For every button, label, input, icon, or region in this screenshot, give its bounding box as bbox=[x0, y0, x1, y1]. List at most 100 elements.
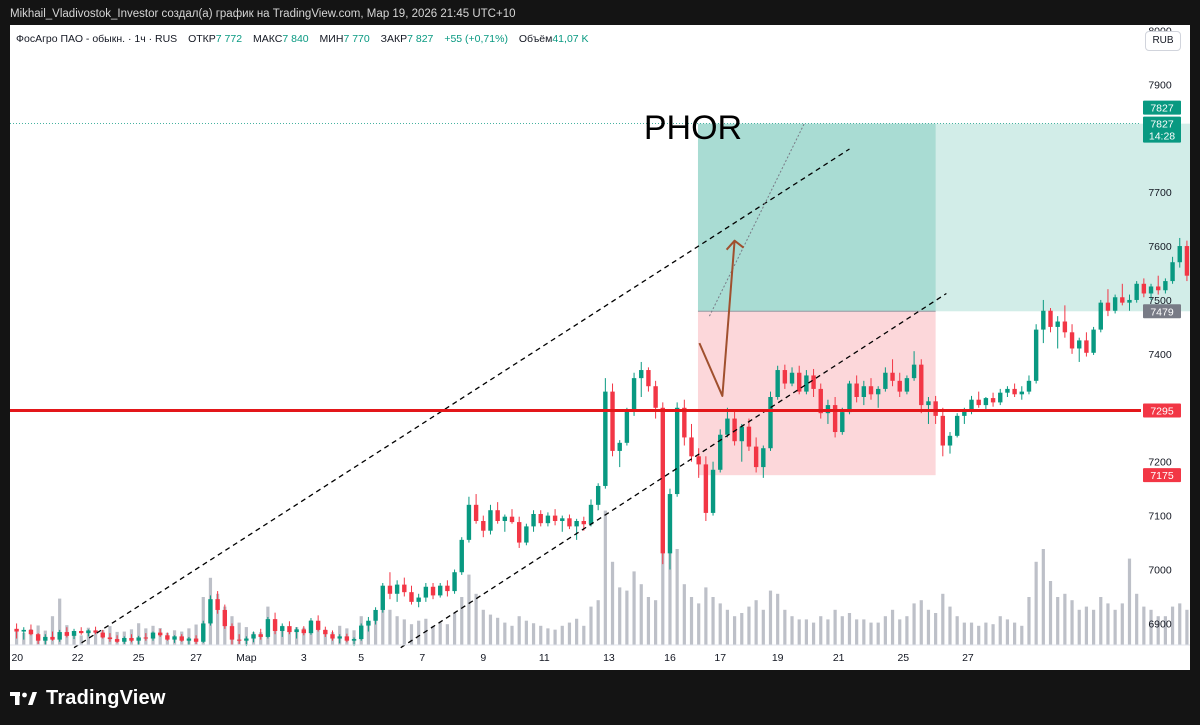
candle-body bbox=[366, 620, 371, 626]
volume-bar bbox=[711, 597, 715, 645]
y-tick-label: 7200 bbox=[1148, 457, 1172, 469]
chart-panel[interactable]: 6900700071007200730074007500760077007800… bbox=[10, 25, 1190, 670]
volume-bar bbox=[639, 584, 643, 645]
candle-body bbox=[667, 494, 673, 554]
candle-body bbox=[1005, 388, 1010, 393]
candle-body bbox=[567, 518, 572, 527]
volume-bar bbox=[811, 622, 816, 645]
volume-bar bbox=[316, 625, 320, 645]
volume-bar bbox=[603, 510, 607, 645]
currency-button[interactable]: RUB bbox=[1145, 31, 1181, 51]
volume-bar bbox=[862, 619, 866, 645]
candle-body bbox=[739, 426, 744, 442]
x-tick-label: 17 bbox=[714, 652, 726, 664]
candle-body bbox=[911, 364, 917, 379]
candle-body bbox=[603, 391, 608, 486]
candle-body bbox=[509, 516, 515, 523]
candle-body bbox=[811, 375, 816, 389]
candle-body bbox=[897, 380, 902, 392]
volume-bar bbox=[998, 616, 1002, 645]
candle-body bbox=[516, 522, 522, 543]
volume-bar bbox=[898, 619, 902, 645]
volume-bar bbox=[890, 609, 895, 645]
candle-body bbox=[100, 632, 105, 638]
candle-body bbox=[639, 370, 644, 379]
volume-bar bbox=[1156, 616, 1160, 645]
candle-body bbox=[660, 407, 665, 554]
candle-body bbox=[840, 412, 845, 433]
candle-body bbox=[703, 464, 709, 513]
y-tick-label: 7000 bbox=[1148, 565, 1172, 577]
candle-body bbox=[1033, 329, 1039, 381]
volume-bar bbox=[747, 606, 751, 645]
candle-body bbox=[983, 398, 989, 406]
candle-body bbox=[394, 584, 400, 594]
legend-high-value: 7 840 bbox=[282, 33, 309, 45]
x-tick-label: 11 bbox=[539, 652, 550, 664]
candle-body bbox=[459, 539, 464, 573]
candle-body bbox=[416, 597, 421, 602]
volume-bar bbox=[1005, 619, 1010, 645]
y-tick-label: 7400 bbox=[1148, 349, 1172, 361]
volume-bar bbox=[826, 619, 830, 645]
candle-body bbox=[215, 599, 220, 610]
volume-bar bbox=[783, 609, 787, 645]
candle-body bbox=[1163, 281, 1168, 291]
legend-close-value: 7 827 bbox=[407, 33, 434, 45]
volume-bar bbox=[323, 629, 327, 645]
volume-bar bbox=[58, 598, 62, 645]
candle-body bbox=[725, 418, 730, 435]
volume-bar bbox=[761, 609, 765, 645]
candle-body bbox=[301, 629, 306, 634]
volume-bar bbox=[732, 616, 737, 645]
volume-bar bbox=[819, 616, 823, 645]
volume-bar bbox=[79, 635, 83, 645]
volume-bar bbox=[460, 597, 464, 645]
volume-bar bbox=[689, 597, 694, 645]
volume-bar bbox=[883, 616, 887, 645]
candle-body bbox=[1105, 302, 1111, 311]
x-tick-label: 27 bbox=[190, 652, 202, 664]
volume-bar bbox=[1127, 558, 1132, 645]
legend-change-value: +55 (+0,71%) bbox=[444, 33, 508, 45]
candle-body bbox=[761, 448, 766, 468]
volume-bar bbox=[977, 625, 981, 645]
legend-symbol[interactable]: ФосАгро ПАО - обыкн. · 1ч · RUS bbox=[16, 33, 178, 45]
legend-volume-label: Объём bbox=[518, 33, 553, 45]
candle-body bbox=[495, 510, 500, 521]
volume-bar bbox=[488, 614, 493, 645]
volume-bar bbox=[582, 625, 586, 645]
volume-bar bbox=[941, 593, 945, 645]
volume-bar bbox=[366, 622, 371, 645]
candle-body bbox=[832, 405, 838, 433]
price-badge-bar-countdown bbox=[1143, 116, 1181, 143]
legend-low-label: МИН bbox=[319, 33, 344, 45]
volume-bar bbox=[1135, 593, 1139, 645]
candle-body bbox=[861, 386, 867, 397]
price-chart[interactable]: 6900700071007200730074007500760077007800… bbox=[10, 25, 1190, 670]
candle-body bbox=[445, 585, 450, 592]
candle-body bbox=[545, 515, 551, 524]
volume-bar bbox=[1056, 597, 1060, 645]
volume-bar bbox=[187, 628, 191, 645]
candle-body bbox=[71, 630, 77, 636]
volume-bar bbox=[697, 603, 701, 645]
candle-body bbox=[1170, 262, 1175, 282]
volume-bar bbox=[969, 622, 974, 645]
volume-bar bbox=[625, 590, 629, 645]
volume-bar bbox=[1063, 593, 1067, 645]
price-badge-entry bbox=[1143, 304, 1181, 319]
legend-volume-value: 41,07 K bbox=[552, 33, 589, 45]
candle-body bbox=[143, 637, 149, 639]
footer-branding: TradingView bbox=[10, 683, 166, 713]
volume-bar bbox=[1091, 609, 1096, 645]
volume-bar bbox=[567, 622, 572, 645]
legend-high-label: МАКС bbox=[253, 33, 283, 45]
volume-bar bbox=[1034, 561, 1038, 645]
volume-bar bbox=[790, 616, 794, 645]
candle-body bbox=[732, 418, 737, 442]
volume-bar bbox=[833, 609, 837, 645]
volume-bar bbox=[409, 624, 414, 645]
volume-bar bbox=[373, 613, 378, 645]
